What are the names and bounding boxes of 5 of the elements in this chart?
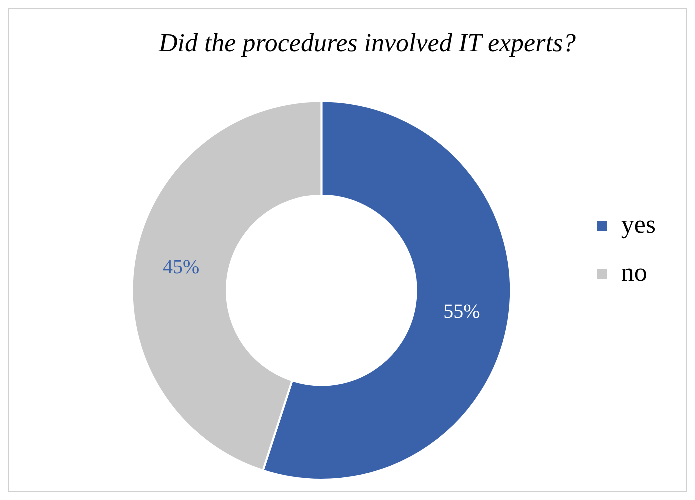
legend-label: yes [621, 210, 656, 239]
chart-title: Did the procedures involved IT experts? [158, 28, 576, 58]
data-label: 45% [163, 256, 200, 279]
data-label: 55% [444, 301, 480, 324]
legend-label: no [621, 258, 648, 287]
